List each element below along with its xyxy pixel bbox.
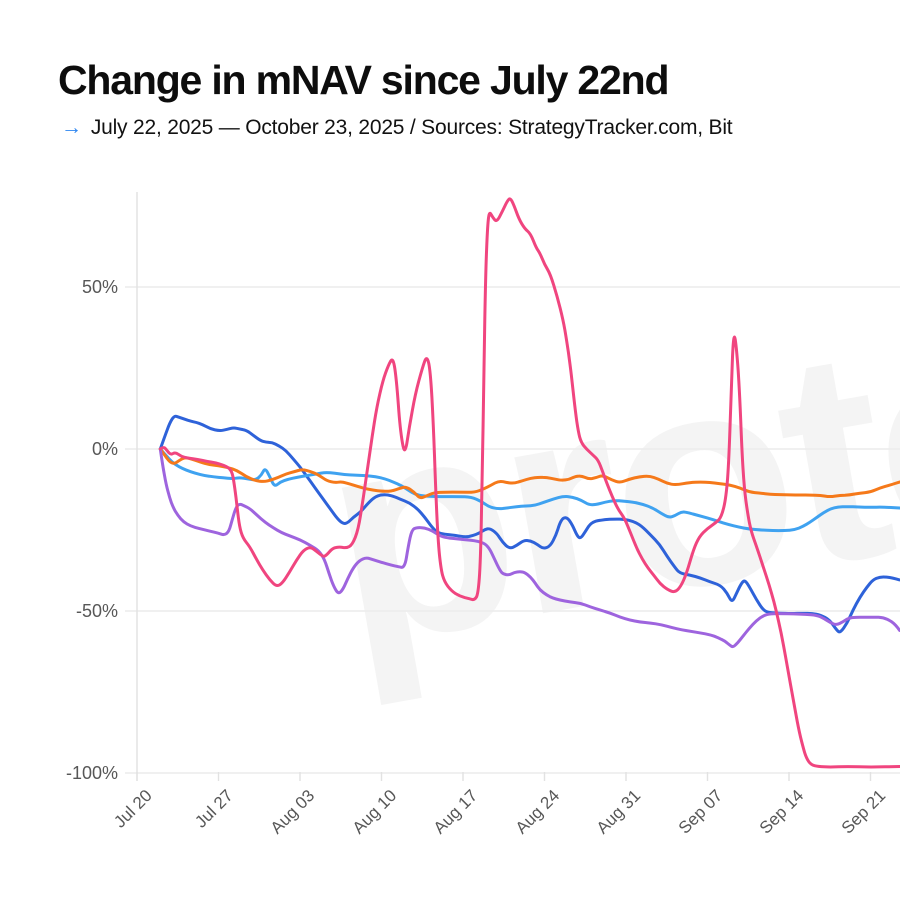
subtitle-text: July 22, 2025 — October 23, 2025 / Sourc… [90, 116, 733, 139]
y-tick-label: -100% [65, 763, 118, 783]
series-line-purple [158, 447, 900, 649]
series-line-pink [158, 197, 900, 769]
chart-subtitle: → July 22, 2025 — October 23, 2025 / Sour… [61, 116, 733, 140]
y-tick-label: 50% [81, 277, 118, 297]
series-line-orange [158, 447, 900, 500]
y-tick-label: -50% [75, 601, 118, 621]
chart-title: Change in mNAV since July 22nd [58, 57, 669, 103]
y-tick-label: 0% [91, 439, 118, 459]
series-line-light-blue [158, 447, 900, 533]
series-line-dark-blue [158, 414, 900, 634]
arrow-right-icon: → [61, 116, 82, 139]
